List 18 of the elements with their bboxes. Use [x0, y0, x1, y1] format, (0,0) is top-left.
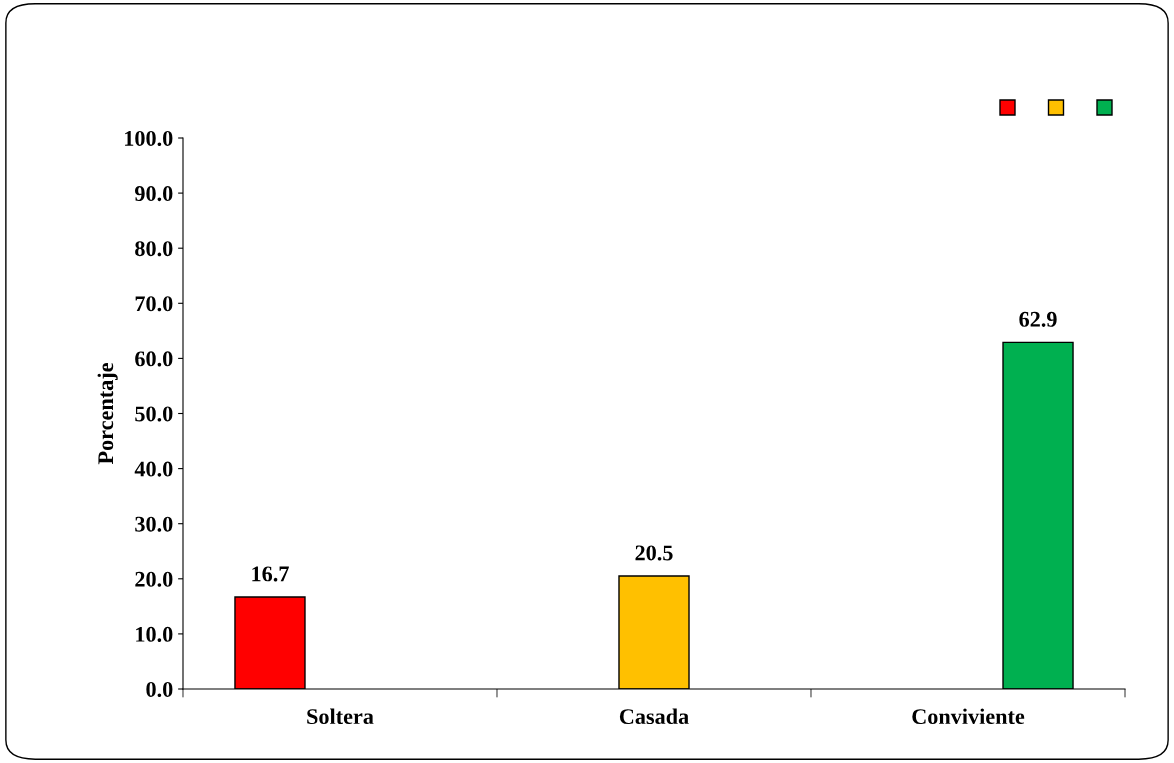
y-tick-label: 80.0 — [135, 241, 173, 257]
data-label: 16.7 — [252, 566, 289, 582]
y-tick-label: 100.0 — [125, 130, 173, 147]
y-axis-title: Porcentaje — [97, 363, 118, 465]
y-tick-label: 10.0 — [136, 626, 173, 642]
x-tick-label: Conviviente — [912, 708, 1025, 725]
y-tick-label: 30.0 — [135, 516, 173, 532]
data-label: 20.5 — [635, 545, 673, 561]
y-tick-label: 70.0 — [135, 296, 173, 312]
x-tick-label: Casada — [619, 708, 689, 725]
y-tick-label: 50.0 — [135, 406, 173, 422]
y-tick-label: 40.0 — [134, 461, 173, 477]
data-label: 62.9 — [1019, 311, 1057, 327]
x-tick-label: Soltera — [307, 708, 374, 725]
y-tick-label: 60.0 — [135, 351, 173, 367]
y-tick-label: 90.0 — [135, 186, 173, 202]
y-tick-label: 0.0 — [146, 681, 173, 698]
y-tick-label: 20.0 — [135, 571, 173, 587]
